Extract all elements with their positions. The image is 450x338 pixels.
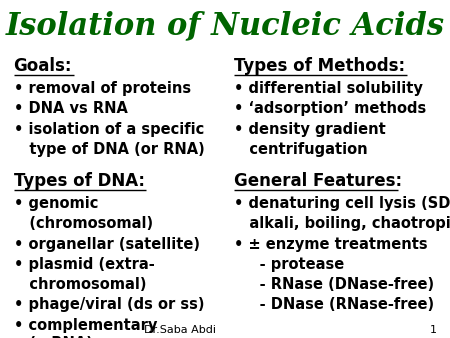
Text: alkali, boiling, chaotropic): alkali, boiling, chaotropic) [234, 216, 450, 231]
Text: Isolation of Nucleic Acids: Isolation of Nucleic Acids [5, 10, 445, 41]
Text: (chromosomal): (chromosomal) [14, 216, 153, 231]
Text: • plasmid (extra-: • plasmid (extra- [14, 257, 154, 272]
Text: Types of Methods:: Types of Methods: [234, 57, 405, 75]
Text: • denaturing cell lysis (SDS,: • denaturing cell lysis (SDS, [234, 196, 450, 211]
Text: • phage/viral (ds or ss): • phage/viral (ds or ss) [14, 297, 204, 312]
Text: Goals:: Goals: [14, 57, 72, 75]
Text: • organellar (satellite): • organellar (satellite) [14, 237, 199, 251]
Text: - protease: - protease [234, 257, 344, 272]
Text: • DNA vs RNA: • DNA vs RNA [14, 101, 127, 116]
Text: • removal of proteins: • removal of proteins [14, 81, 191, 96]
Text: • complementary: • complementary [14, 318, 157, 333]
Text: centrifugation: centrifugation [234, 142, 368, 157]
Text: chromosomal): chromosomal) [14, 277, 146, 292]
Text: • ‘adsorption’ methods: • ‘adsorption’ methods [234, 101, 426, 116]
Text: General Features:: General Features: [234, 172, 402, 190]
Text: • ± enzyme treatments: • ± enzyme treatments [234, 237, 428, 251]
Text: 1: 1 [429, 324, 436, 335]
Text: - RNase (DNase-free): - RNase (DNase-free) [234, 277, 434, 292]
Text: • genomic: • genomic [14, 196, 98, 211]
Text: (mRNA): (mRNA) [14, 336, 92, 338]
Text: Types of DNA:: Types of DNA: [14, 172, 144, 190]
Text: • isolation of a specific: • isolation of a specific [14, 122, 204, 137]
Text: Dr.Saba Abdi: Dr.Saba Abdi [144, 324, 216, 335]
Text: - DNase (RNase-free): - DNase (RNase-free) [234, 297, 434, 312]
Text: • density gradient: • density gradient [234, 122, 386, 137]
Text: type of DNA (or RNA): type of DNA (or RNA) [14, 142, 204, 157]
Text: • differential solubility: • differential solubility [234, 81, 423, 96]
